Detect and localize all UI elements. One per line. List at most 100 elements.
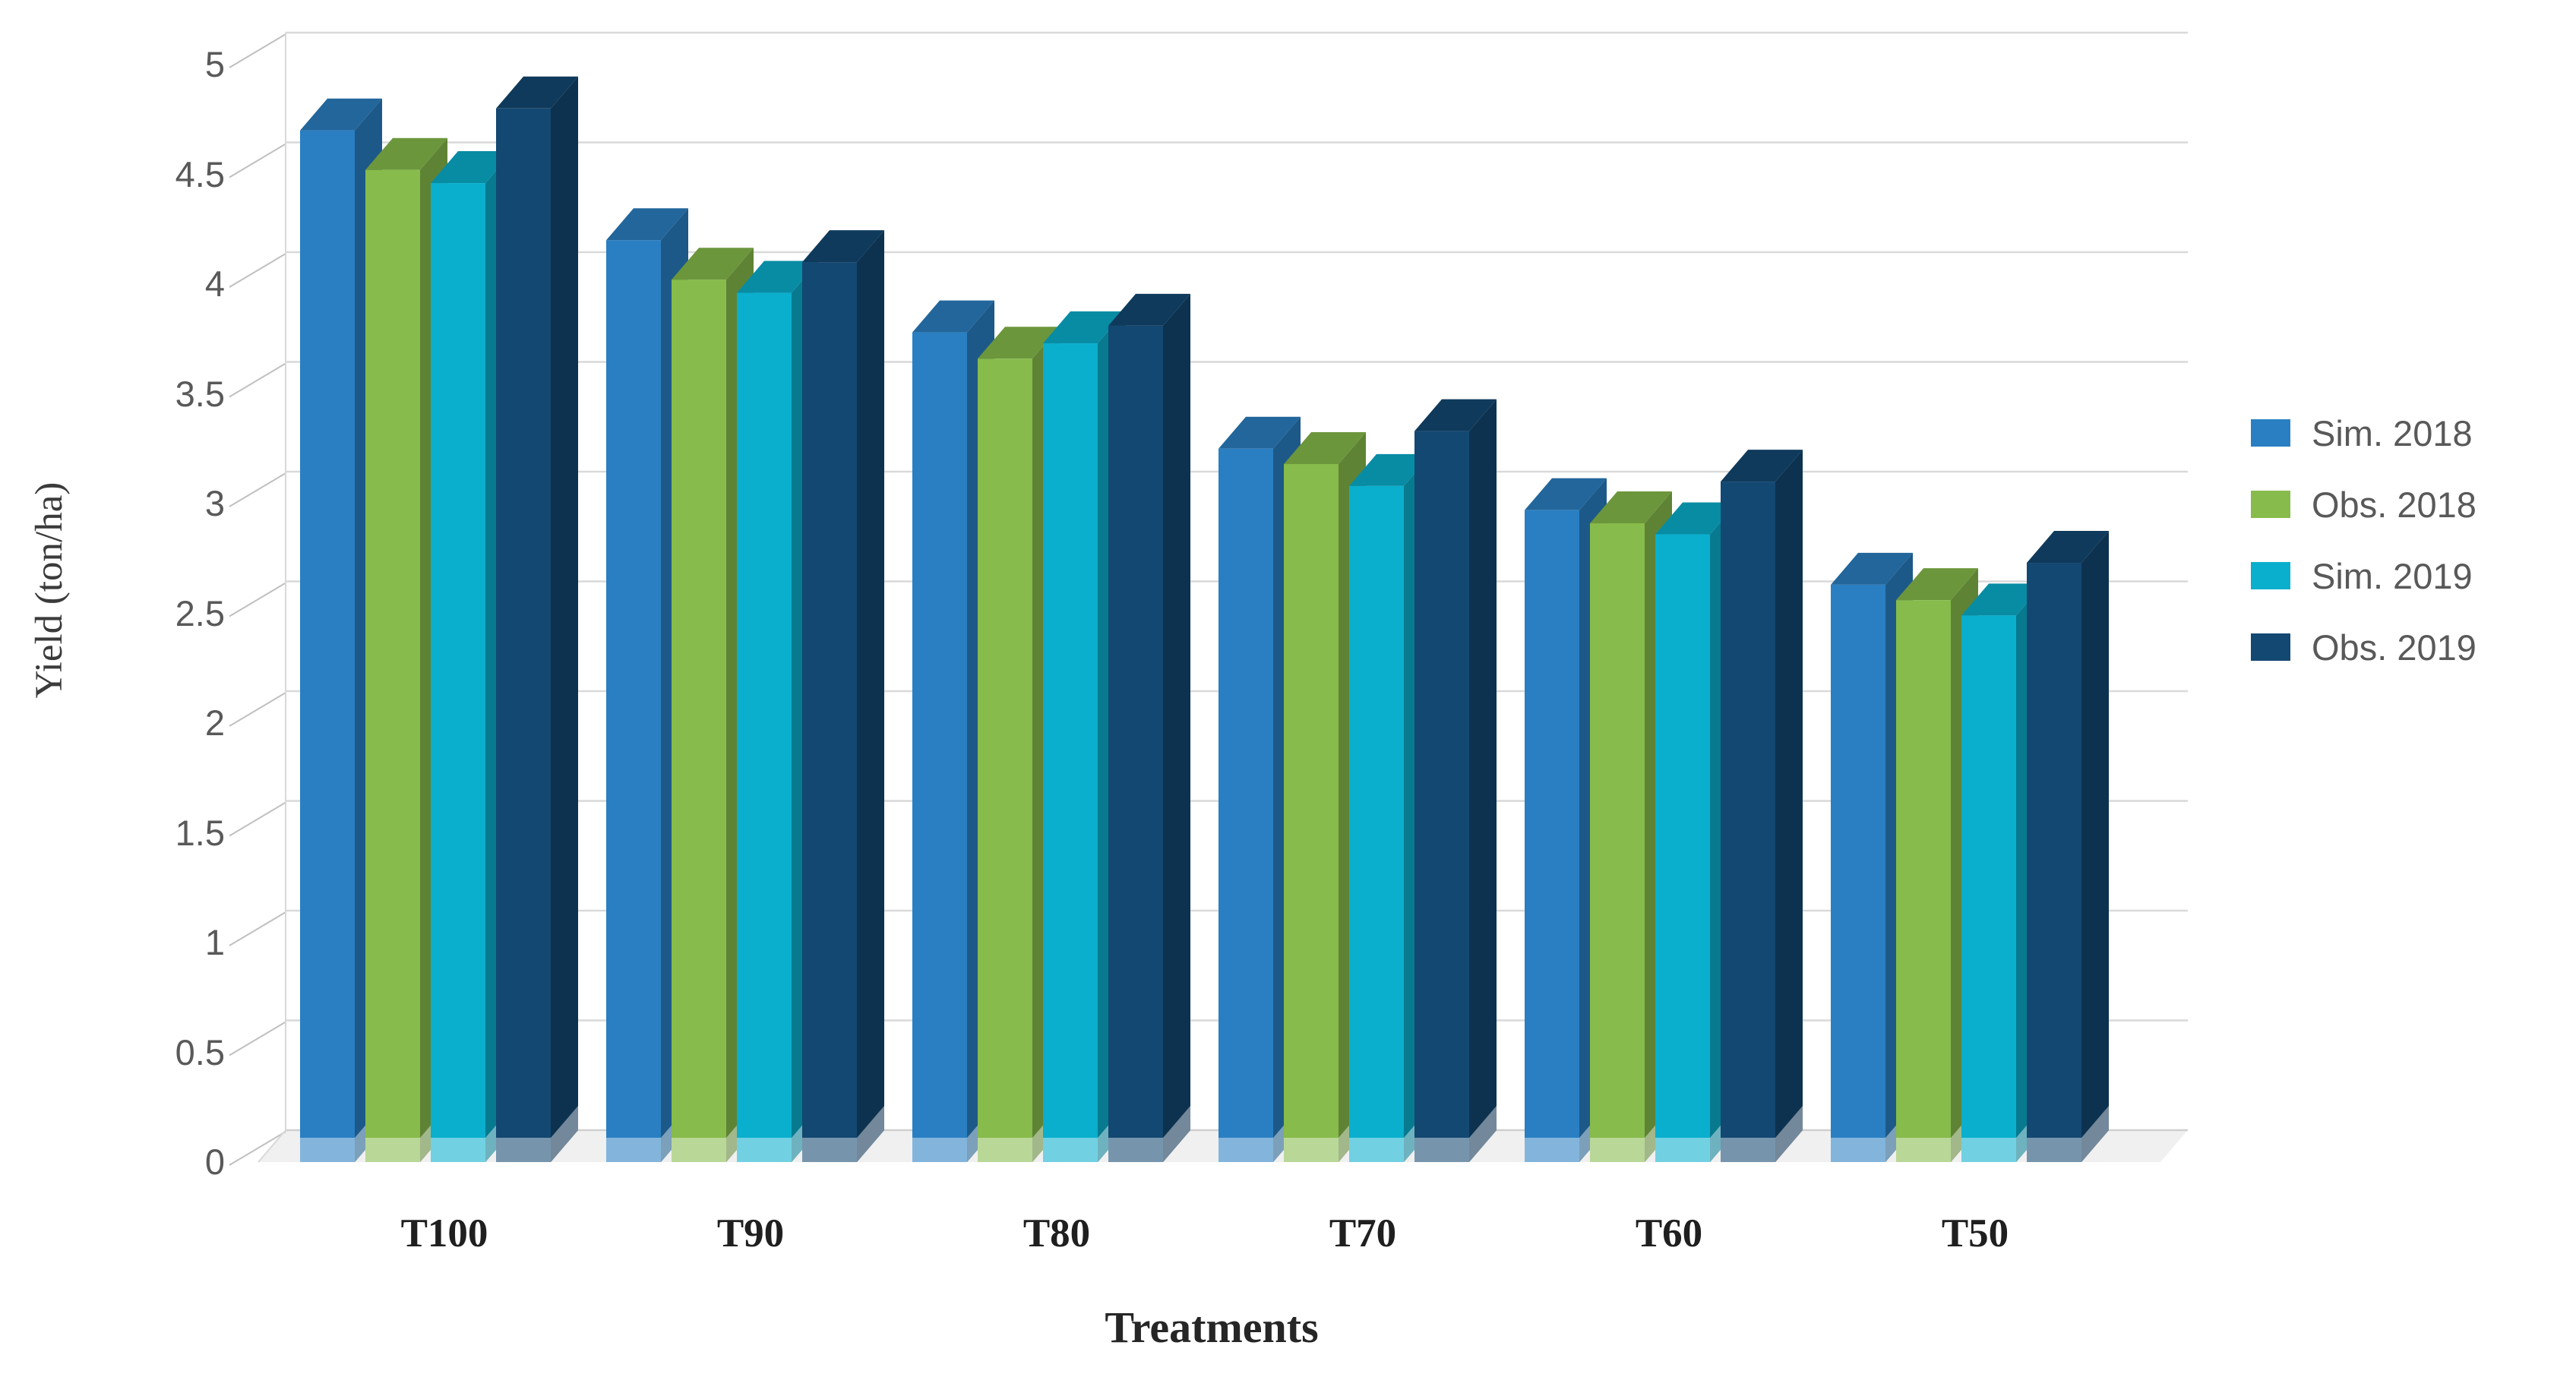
bar-t70-sim-2018-front bbox=[1218, 448, 1273, 1162]
x-category-label-t90: T90 bbox=[716, 1211, 785, 1255]
legend-swatch-obs-2019 bbox=[2251, 633, 2290, 661]
bar-t100-sim-2018-front bbox=[300, 130, 355, 1163]
bar-t60-obs-2018-top bbox=[1590, 491, 1672, 524]
y-axis-tick-mark bbox=[229, 253, 286, 288]
bar-t100-obs-2019-side bbox=[551, 76, 578, 1162]
bar-t90-sim-2019-front-reflection bbox=[737, 1138, 792, 1162]
y-tick-label-2.5: 2.5 bbox=[175, 592, 225, 633]
y-axis-tick-mark bbox=[229, 582, 286, 617]
bar-t100-obs-2018-front bbox=[365, 169, 420, 1163]
bar-t60-obs-2019-top bbox=[1721, 450, 1803, 482]
bar-t80-sim-2019-top bbox=[1043, 311, 1125, 344]
bar-t60-obs-2019-front-reflection bbox=[1721, 1138, 1775, 1162]
y-axis-tick-mark bbox=[229, 472, 286, 507]
y-axis-tick-mark bbox=[229, 692, 286, 727]
bar-t60-obs-2018-front bbox=[1590, 523, 1645, 1162]
bar-t50-sim-2019-front-reflection bbox=[1961, 1138, 2016, 1162]
bar-t50-obs-2019-front bbox=[2027, 563, 2081, 1162]
legend-swatch-sim-2019 bbox=[2251, 562, 2290, 589]
bar-t60-sim-2018-top bbox=[1525, 478, 1607, 510]
bar-t80-obs-2019-side-reflection bbox=[1163, 1106, 1190, 1162]
x-category-label-t60: T60 bbox=[1635, 1211, 1703, 1255]
x-category-label-t80: T80 bbox=[1022, 1211, 1091, 1255]
bar-t90-sim-2018-front bbox=[606, 240, 661, 1163]
y-axis-tick-mark bbox=[229, 1131, 286, 1166]
bar-t100-obs-2018-top bbox=[365, 137, 447, 170]
bar-t70-obs-2018-front-reflection bbox=[1284, 1138, 1339, 1162]
bar-t80-sim-2019-front bbox=[1043, 343, 1098, 1162]
bar-t90-sim-2019-top bbox=[737, 261, 819, 293]
bar-t70-obs-2018-top bbox=[1284, 431, 1366, 464]
bar-t60-obs-2019-side bbox=[1775, 450, 1803, 1162]
y-tick-label-3: 3 bbox=[204, 483, 225, 523]
legend-label-sim-2019: Sim. 2019 bbox=[2312, 555, 2473, 596]
bar-t60-sim-2018-front-reflection bbox=[1525, 1138, 1579, 1162]
y-tick-label-4: 4 bbox=[204, 264, 225, 304]
y-tick-label-5: 5 bbox=[204, 44, 225, 84]
y-tick-label-1: 1 bbox=[204, 922, 225, 962]
bar-t90-obs-2019-front-reflection bbox=[802, 1138, 857, 1162]
bar-t50-obs-2018-top bbox=[1896, 568, 1978, 601]
bar-t80-obs-2019-side bbox=[1163, 293, 1190, 1162]
bar-t80-obs-2018-front bbox=[978, 358, 1032, 1162]
y-tick-label-0.5: 0.5 bbox=[175, 1031, 225, 1072]
bar-t80-sim-2019-front-reflection bbox=[1043, 1138, 1098, 1162]
floor-edge bbox=[258, 1129, 286, 1163]
bar-t90-obs-2019-top bbox=[802, 230, 884, 263]
y-tick-label-3.5: 3.5 bbox=[175, 373, 225, 414]
bar-t90-obs-2018-front bbox=[672, 280, 726, 1163]
bar-t60-obs-2019-front bbox=[1721, 482, 1775, 1162]
bar-t70-obs-2018-front bbox=[1284, 463, 1339, 1162]
bar-t60-sim-2019-front-reflection bbox=[1655, 1138, 1710, 1162]
bar-t80-sim-2018-top bbox=[912, 300, 994, 333]
y-axis-tick-mark bbox=[229, 1021, 286, 1056]
bar-t70-sim-2019-front-reflection bbox=[1349, 1138, 1404, 1162]
bar-t50-sim-2018-front bbox=[1831, 584, 1885, 1162]
bar-t70-obs-2019-side-reflection bbox=[1469, 1106, 1497, 1162]
bar-t70-sim-2019-front bbox=[1349, 485, 1404, 1162]
bar-t50-sim-2018-front-reflection bbox=[1831, 1138, 1885, 1162]
bar-t50-obs-2019-side bbox=[2081, 531, 2109, 1162]
bar-t80-sim-2018-front bbox=[912, 332, 967, 1163]
bar-t90-sim-2018-top bbox=[606, 208, 688, 241]
y-tick-label-1.5: 1.5 bbox=[175, 812, 225, 853]
legend-label-obs-2018: Obs. 2018 bbox=[2312, 484, 2476, 525]
bar-t90-sim-2018-front-reflection bbox=[606, 1138, 661, 1162]
bar-t100-sim-2018-front-reflection bbox=[300, 1138, 355, 1162]
y-axis-tick-mark bbox=[229, 143, 286, 178]
y-tick-label-2: 2 bbox=[204, 703, 225, 743]
y-axis-title: Yield (ton/ha) bbox=[28, 482, 71, 699]
bar-t50-obs-2018-front-reflection bbox=[1896, 1138, 1951, 1162]
bar-t70-obs-2019-side bbox=[1469, 399, 1497, 1162]
bar-t100-obs-2019-top bbox=[496, 76, 578, 109]
legend-item-obs-2018: Obs. 2018 bbox=[2251, 484, 2476, 525]
bar-t100-sim-2019-top bbox=[431, 151, 513, 184]
bar-t60-obs-2018-front-reflection bbox=[1590, 1138, 1645, 1162]
y-tick-label-4.5: 4.5 bbox=[175, 153, 225, 194]
bar-t90-obs-2018-front-reflection bbox=[672, 1138, 726, 1162]
bar-t70-sim-2018-front-reflection bbox=[1218, 1138, 1273, 1162]
bar-t70-obs-2019-front bbox=[1414, 431, 1469, 1162]
bar-t100-obs-2019-front-reflection bbox=[496, 1138, 551, 1162]
bar-t80-obs-2019-top bbox=[1108, 293, 1190, 326]
legend-item-obs-2019: Obs. 2019 bbox=[2251, 627, 2476, 668]
y-axis-tick-mark bbox=[229, 33, 286, 68]
bar-t100-obs-2019-side-reflection bbox=[551, 1106, 578, 1162]
bar-t50-obs-2019-side-reflection bbox=[2081, 1106, 2109, 1162]
bar-t60-obs-2019-side-reflection bbox=[1775, 1106, 1803, 1162]
bar-t90-obs-2019-side bbox=[857, 230, 884, 1163]
legend-item-sim-2019: Sim. 2019 bbox=[2251, 555, 2476, 596]
bar-t50-sim-2018-top bbox=[1831, 552, 1913, 585]
legend-label-sim-2018: Sim. 2018 bbox=[2312, 412, 2473, 453]
bar-t80-obs-2019-front-reflection bbox=[1108, 1138, 1163, 1162]
bar-t70-obs-2019-top bbox=[1414, 399, 1497, 431]
x-category-label-t50: T50 bbox=[1941, 1211, 2009, 1255]
bar-t80-obs-2018-top bbox=[978, 327, 1060, 359]
x-category-label-t70: T70 bbox=[1329, 1211, 1397, 1255]
legend-swatch-obs-2018 bbox=[2251, 491, 2290, 518]
x-axis-title: Treatments bbox=[1105, 1303, 1319, 1352]
bar-t50-obs-2019-top bbox=[2027, 531, 2109, 564]
bar-t100-sim-2018-top bbox=[300, 98, 382, 131]
bar-t70-sim-2018-top bbox=[1218, 416, 1301, 449]
bar-t100-obs-2018-front-reflection bbox=[365, 1138, 420, 1162]
